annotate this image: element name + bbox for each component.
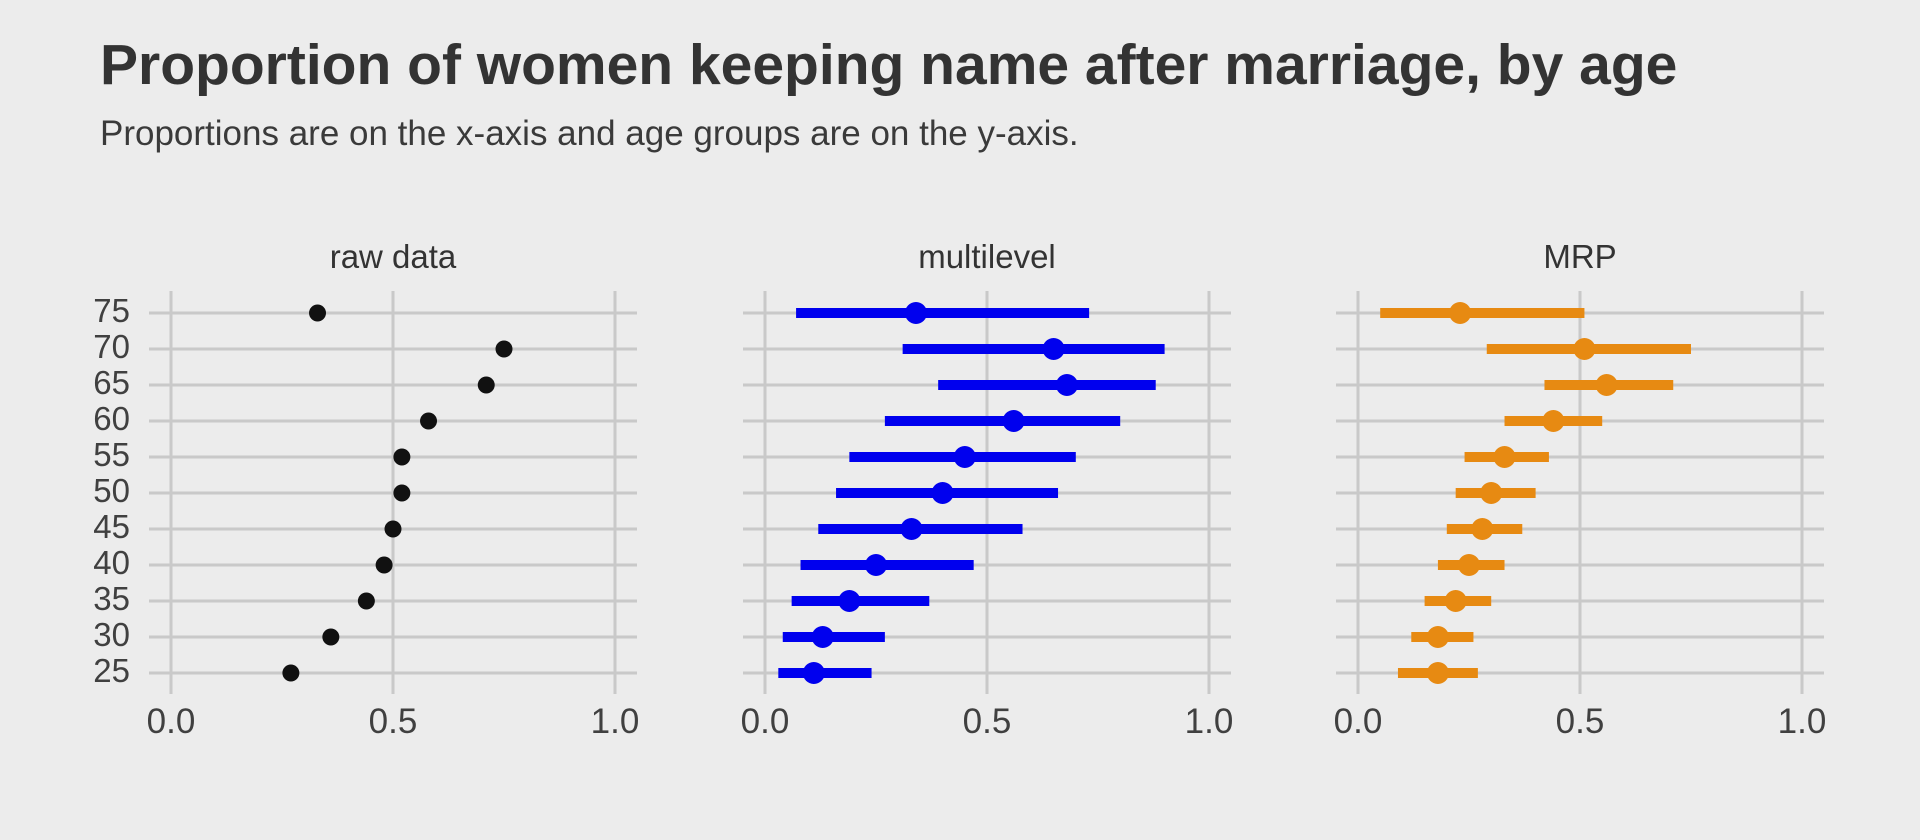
point-MRP-75 bbox=[1449, 302, 1472, 324]
y-tick-label-35: 35 bbox=[93, 580, 130, 617]
point-MRP-25 bbox=[1426, 662, 1449, 684]
panel-title-multilevel: multilevel bbox=[918, 238, 1056, 275]
chart-subtitle: Proportions are on the x-axis and age gr… bbox=[100, 114, 1079, 153]
y-tick-label-75: 75 bbox=[93, 292, 130, 329]
point-multilevel-70 bbox=[1042, 338, 1065, 360]
point-multilevel-60 bbox=[1002, 410, 1025, 432]
panel-title-MRP: MRP bbox=[1543, 238, 1617, 275]
point-MRP-60 bbox=[1542, 410, 1565, 432]
panel-title-raw data: raw data bbox=[329, 238, 457, 275]
point-multilevel-65 bbox=[1055, 374, 1078, 396]
point-raw data-45 bbox=[384, 520, 402, 538]
point-multilevel-55 bbox=[953, 446, 976, 468]
point-raw data-55 bbox=[393, 448, 411, 466]
y-tick-label-40: 40 bbox=[93, 544, 130, 581]
point-multilevel-30 bbox=[811, 626, 834, 648]
y-tick-label-30: 30 bbox=[93, 616, 130, 653]
x-tick-label-raw data-0.0: 0.0 bbox=[146, 702, 196, 741]
y-tick-label-60: 60 bbox=[93, 400, 130, 437]
x-tick-label-multilevel-1.0: 1.0 bbox=[1184, 702, 1234, 741]
x-tick-label-MRP-0.0: 0.0 bbox=[1333, 702, 1383, 741]
point-multilevel-40 bbox=[865, 554, 887, 576]
x-tick-label-raw data-1.0: 1.0 bbox=[590, 702, 640, 741]
point-MRP-70 bbox=[1573, 338, 1596, 360]
chart-title: Proportion of women keeping name after m… bbox=[100, 33, 1678, 97]
y-tick-label-25: 25 bbox=[93, 652, 130, 689]
point-multilevel-50 bbox=[931, 482, 954, 504]
point-MRP-30 bbox=[1426, 626, 1449, 648]
x-tick-label-multilevel-0.5: 0.5 bbox=[962, 702, 1012, 741]
point-multilevel-75 bbox=[904, 302, 927, 324]
point-MRP-40 bbox=[1458, 554, 1480, 576]
point-raw data-60 bbox=[420, 412, 438, 430]
point-raw data-25 bbox=[282, 664, 300, 682]
y-tick-label-70: 70 bbox=[93, 328, 130, 365]
point-multilevel-35 bbox=[838, 590, 861, 612]
x-tick-label-MRP-1.0: 1.0 bbox=[1777, 702, 1827, 741]
y-tick-label-50: 50 bbox=[93, 472, 130, 509]
point-MRP-35 bbox=[1444, 590, 1467, 612]
point-raw data-75 bbox=[309, 304, 327, 322]
point-raw data-65 bbox=[477, 376, 495, 394]
x-tick-label-MRP-0.5: 0.5 bbox=[1555, 702, 1605, 741]
point-raw data-35 bbox=[357, 592, 375, 610]
point-raw data-40 bbox=[375, 556, 393, 574]
x-tick-label-raw data-0.5: 0.5 bbox=[368, 702, 418, 741]
point-MRP-55 bbox=[1493, 446, 1516, 468]
point-raw data-30 bbox=[322, 628, 340, 646]
y-tick-label-45: 45 bbox=[93, 508, 130, 545]
y-tick-label-55: 55 bbox=[93, 436, 130, 473]
point-MRP-65 bbox=[1595, 374, 1618, 396]
x-tick-label-multilevel-0.0: 0.0 bbox=[740, 702, 790, 741]
point-raw data-50 bbox=[393, 484, 411, 502]
point-MRP-50 bbox=[1480, 482, 1503, 504]
y-tick-label-65: 65 bbox=[93, 364, 130, 401]
point-multilevel-45 bbox=[900, 518, 923, 540]
point-MRP-45 bbox=[1471, 518, 1494, 540]
point-multilevel-25 bbox=[802, 662, 825, 684]
point-raw data-70 bbox=[495, 340, 513, 358]
